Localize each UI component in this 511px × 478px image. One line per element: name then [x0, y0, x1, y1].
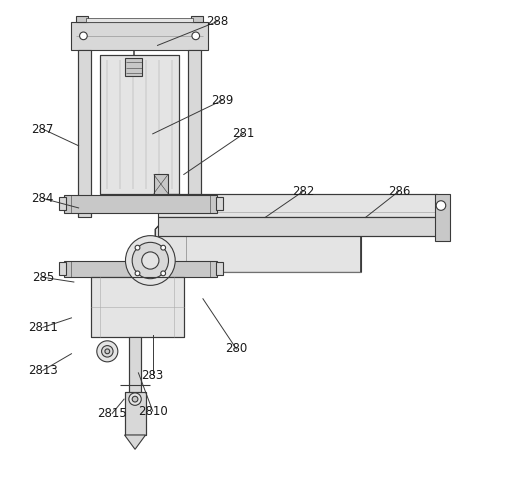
Text: 283: 283: [142, 369, 164, 382]
Circle shape: [161, 245, 166, 250]
Circle shape: [132, 242, 169, 279]
Text: 282: 282: [292, 185, 314, 198]
Bar: [90, 277, 184, 337]
Text: 2813: 2813: [28, 364, 58, 377]
Bar: [64, 195, 217, 213]
Text: 285: 285: [32, 271, 54, 284]
Text: 2815: 2815: [97, 407, 127, 420]
Bar: [157, 217, 437, 236]
Text: 288: 288: [206, 15, 228, 28]
Polygon shape: [155, 196, 361, 308]
Bar: [125, 392, 146, 435]
Bar: [100, 55, 179, 194]
Text: 2811: 2811: [28, 321, 58, 334]
Circle shape: [436, 201, 446, 210]
Bar: [78, 50, 91, 217]
Circle shape: [135, 245, 140, 250]
Circle shape: [105, 349, 110, 354]
Bar: [76, 16, 88, 22]
Bar: [435, 194, 450, 241]
Bar: [64, 261, 217, 277]
Bar: [86, 18, 193, 22]
Bar: [59, 262, 66, 275]
Circle shape: [161, 271, 166, 276]
Text: 280: 280: [225, 342, 247, 356]
Bar: [191, 16, 203, 22]
Bar: [216, 262, 223, 275]
Bar: [188, 50, 201, 217]
Text: 289: 289: [211, 94, 233, 107]
Bar: [72, 22, 207, 50]
Circle shape: [192, 32, 200, 40]
Circle shape: [135, 271, 140, 276]
Text: 2810: 2810: [138, 404, 168, 418]
Circle shape: [126, 236, 175, 285]
Text: 287: 287: [32, 122, 54, 136]
Circle shape: [80, 32, 87, 40]
Text: 284: 284: [32, 192, 54, 205]
Text: 281: 281: [233, 127, 255, 141]
Bar: [59, 197, 66, 210]
Circle shape: [129, 393, 141, 405]
Circle shape: [102, 346, 113, 357]
Bar: [129, 337, 141, 413]
Bar: [216, 197, 223, 210]
Bar: [154, 174, 168, 194]
Circle shape: [97, 341, 118, 362]
Text: 286: 286: [388, 185, 410, 198]
Bar: [125, 58, 142, 76]
Bar: [157, 194, 437, 217]
Circle shape: [142, 252, 159, 269]
Circle shape: [132, 396, 138, 402]
Polygon shape: [125, 435, 146, 449]
